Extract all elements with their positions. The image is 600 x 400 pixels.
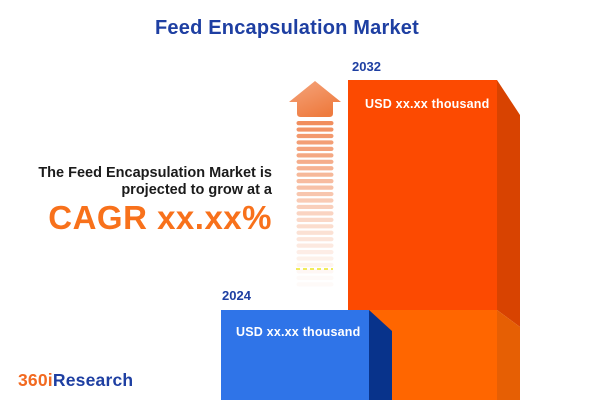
bar-2032-side-base <box>497 310 520 400</box>
arrow-stripe <box>296 159 334 164</box>
tagline-line1: The Feed Encapsulation Market is <box>38 165 272 181</box>
arrow-stripe <box>296 185 334 190</box>
arrow-stripe <box>296 204 334 210</box>
arrow-stripe <box>296 133 334 139</box>
bar-2024 <box>221 310 392 400</box>
tagline-line2: projected to grow at a <box>121 182 272 198</box>
cagr-value: CAGR xx.xx% <box>48 199 272 236</box>
bar-2024-side <box>369 310 392 400</box>
arrow-stripe <box>296 166 334 171</box>
arrow-stripe <box>296 179 334 184</box>
arrow-stripe <box>296 262 334 268</box>
year-label-2024: 2024 <box>222 288 251 303</box>
arrow-stripe <box>296 269 334 274</box>
arrow-stripe <box>296 198 334 203</box>
arrow-stripe <box>296 243 334 248</box>
year-label-2032: 2032 <box>352 59 381 74</box>
growth-arrow-icon <box>289 81 341 287</box>
arrow-stripe <box>296 256 334 261</box>
arrow-stripe <box>296 146 334 151</box>
arrow-stripe <box>296 140 334 145</box>
bar-2032 <box>348 80 520 400</box>
bar-value-label-2024: USD xx.xx thousand <box>236 325 361 339</box>
arrow-stripe <box>296 121 334 126</box>
bar-2032-face-growth <box>348 80 497 310</box>
arrow-stripe <box>296 250 334 255</box>
bar-2024-face <box>221 310 369 400</box>
bar-value-label-2032: USD xx.xx thousand <box>365 97 490 111</box>
arrow-stripe <box>296 275 334 280</box>
arrow-stripe <box>296 172 334 177</box>
arrow-stripe <box>296 237 334 242</box>
arrow-head <box>289 81 341 117</box>
page-title: Feed Encapsulation Market <box>155 17 419 39</box>
brand-logo: 360iResearch <box>18 370 133 391</box>
arrow-stripe <box>296 211 334 216</box>
brand-logo-prefix: 360i <box>18 370 53 390</box>
arrow-stripe <box>296 217 334 222</box>
arrow-stripe <box>296 224 334 229</box>
brand-logo-suffix: Research <box>52 370 134 390</box>
arrow-stripe <box>296 230 334 235</box>
arrow-stripes <box>296 121 334 287</box>
arrow-stripe <box>296 191 334 197</box>
arrow-stripe <box>296 127 334 132</box>
arrow-stripe <box>296 282 334 287</box>
arrow-stripe <box>296 153 334 158</box>
bar-2032-side-growth <box>497 80 520 327</box>
